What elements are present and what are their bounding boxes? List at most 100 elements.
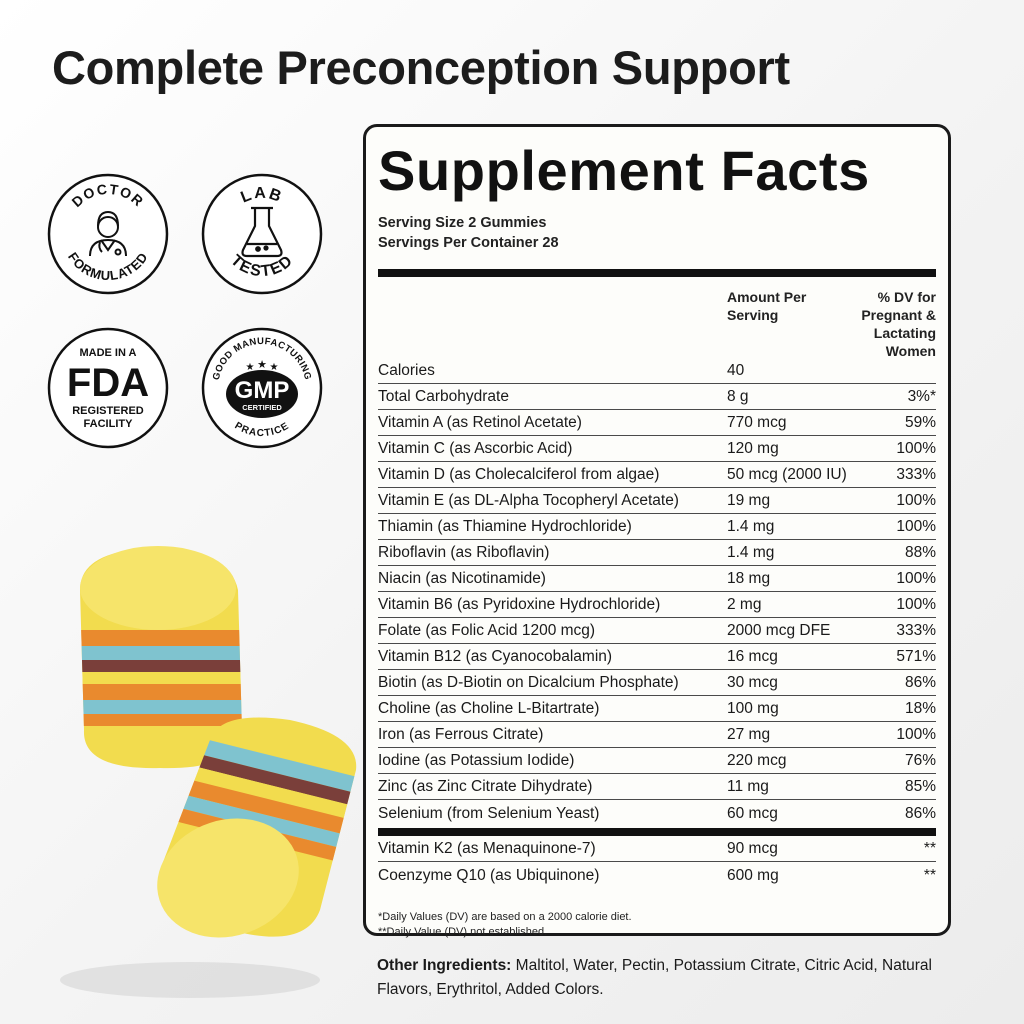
facts-row-name: Vitamin B6 (as Pyridoxine Hydrochloride) bbox=[378, 596, 661, 613]
facts-row: Niacin (as Nicotinamide) 18 mg 100% bbox=[378, 566, 936, 592]
facts-row: Vitamin B6 (as Pyridoxine Hydrochloride)… bbox=[378, 592, 936, 618]
facts-row-dv: 100% bbox=[896, 570, 936, 587]
facts-row-amount: 27 mg bbox=[727, 726, 771, 743]
facts-row-amount: 16 mcg bbox=[727, 648, 778, 665]
facts-row-amount: 19 mg bbox=[727, 492, 771, 509]
facts-row-name: Vitamin B12 (as Cyanocobalamin) bbox=[378, 648, 613, 665]
facts-row-name: Folate (as Folic Acid 1200 mcg) bbox=[378, 622, 596, 639]
col-dv-header: % DV for Pregnant & Lactating Women bbox=[861, 289, 936, 359]
facts-row: Vitamin E (as DL-Alpha Tocopheryl Acetat… bbox=[378, 488, 936, 514]
facts-row-dv: ** bbox=[923, 840, 936, 857]
facts-row-dv: 100% bbox=[896, 726, 936, 743]
facts-row-dv: 85% bbox=[904, 778, 936, 795]
other-ingredients-text: Maltitol, Water, Pectin, Potassium Citra… bbox=[377, 957, 933, 998]
facts-row-dv: 100% bbox=[896, 518, 936, 535]
facts-row: Vitamin C (as Ascorbic Acid) 120 mg 100% bbox=[378, 436, 936, 462]
facts-row-dv: 100% bbox=[896, 596, 936, 613]
facts-row-amount: 60 mcg bbox=[727, 805, 778, 822]
svg-text:LAB: LAB bbox=[238, 185, 285, 207]
gmp-certified-badge: GOOD MANUFACTURING PRACTICE ★ ★ ★ GMP CE… bbox=[200, 326, 324, 450]
facts-row: Vitamin B12 (as Cyanocobalamin) 16 mcg 571… bbox=[378, 644, 936, 670]
facts-row-amount: 220 mcg bbox=[727, 752, 787, 769]
facts-row-name: Riboflavin (as Riboflavin) bbox=[378, 544, 550, 561]
facts-row-name: Iodine (as Potassium Iodide) bbox=[378, 752, 575, 769]
facts-row: Coenzyme Q10 (as Ubiquinone) 600 mg ** bbox=[378, 862, 936, 888]
facts-row: Folate (as Folic Acid 1200 mcg) 2000 mcg … bbox=[378, 618, 936, 644]
facts-row-name: Vitamin A (as Retinol Acetate) bbox=[378, 414, 582, 431]
facts-row-dv: ** bbox=[923, 867, 936, 884]
facts-row-amount: 100 mg bbox=[727, 700, 779, 717]
lab-tested-badge: LAB TESTED bbox=[200, 172, 324, 296]
svg-text:★: ★ bbox=[270, 362, 279, 373]
facts-row-name: Choline (as Choline L-Bitartrate) bbox=[378, 700, 600, 717]
other-ingredients-label: Other Ingredients: bbox=[377, 957, 512, 974]
facts-row-dv: 100% bbox=[896, 440, 936, 457]
facts-row-amount: 18 mg bbox=[727, 570, 771, 587]
facts-row-amount: 2000 mcg DFE bbox=[727, 622, 831, 639]
facts-row-dv: 88% bbox=[904, 544, 936, 561]
footnote-2: **Daily Value (DV) not established. bbox=[378, 926, 548, 938]
facts-row-dv: 333% bbox=[896, 466, 936, 483]
facts-row-dv: 333% bbox=[896, 622, 936, 639]
facts-row-name: Selenium (from Selenium Yeast) bbox=[378, 805, 600, 822]
other-ingredients: Other Ingredients: Maltitol, Water, Pect… bbox=[377, 954, 977, 1002]
facts-row: Iodine (as Potassium Iodide) 220 mcg 76% bbox=[378, 748, 936, 774]
facts-row-name: Biotin (as D-Biotin on Dicalcium Phospha… bbox=[378, 674, 679, 691]
gmp-badge-sub: CERTIFIED bbox=[242, 403, 282, 412]
facts-row-name: Vitamin K2 (as Menaquinone-7) bbox=[378, 840, 596, 857]
facts-row-amount: 11 mg bbox=[727, 778, 769, 795]
facts-row-amount: 2 mg bbox=[727, 596, 762, 613]
facts-row-name: Calories bbox=[378, 362, 435, 379]
facts-row: Vitamin A (as Retinol Acetate) 770 mcg 59% bbox=[378, 410, 936, 436]
facts-row: Iron (as Ferrous Citrate) 27 mg 100% bbox=[378, 722, 936, 748]
page-headline: Complete Preconception Support bbox=[52, 41, 790, 94]
facts-row-name: Coenzyme Q10 (as Ubiquinone) bbox=[378, 867, 600, 884]
facts-row-amount: 50 mcg (2000 IU) bbox=[727, 466, 847, 483]
column-headers: Amount Per Serving % DV for Pregnant & L… bbox=[378, 277, 936, 359]
facts-row: Vitamin D (as Cholecalciferol from algae… bbox=[378, 462, 936, 488]
lab-badge-top-text: LAB bbox=[238, 185, 283, 207]
facts-row: Riboflavin (as Riboflavin) 1.4 mg 88% bbox=[378, 540, 936, 566]
facts-row-name: Vitamin C (as Ascorbic Acid) bbox=[378, 440, 573, 457]
gmp-badge-big: GMP bbox=[235, 377, 290, 404]
col-amount-header: Amount Per Serving bbox=[727, 289, 807, 323]
fda-badge-line3: FACILITY bbox=[84, 418, 134, 430]
facts-row-amount: 1.4 mg bbox=[727, 518, 775, 535]
flask-icon bbox=[241, 206, 283, 258]
facts-row-amount: 770 mcg bbox=[727, 414, 787, 431]
facts-row-amount: 90 mcg bbox=[727, 840, 778, 857]
facts-row-name: Total Carbohydrate bbox=[378, 388, 509, 405]
doctor-formulated-badge: DOCTOR FORMULATED bbox=[46, 172, 170, 296]
facts-row-dv: 86% bbox=[904, 805, 936, 822]
thick-divider-2 bbox=[378, 828, 936, 836]
facts-row-amount: 120 mg bbox=[727, 440, 779, 457]
facts-title: Supplement Facts bbox=[378, 139, 870, 202]
facts-row-dv: 3%* bbox=[907, 388, 936, 405]
facts-row-dv: 571% bbox=[896, 648, 936, 665]
facts-row-name: Vitamin E (as DL-Alpha Tocopheryl Acetat… bbox=[378, 492, 679, 509]
facts-row-amount: 8 g bbox=[727, 388, 749, 405]
facts-row-amount: 1.4 mg bbox=[727, 544, 775, 561]
fda-badge-line1: MADE IN A bbox=[79, 347, 136, 359]
facts-row: Choline (as Choline L-Bitartrate) 100 mg 1… bbox=[378, 696, 936, 722]
facts-row-name: Vitamin D (as Cholecalciferol from algae… bbox=[378, 466, 660, 483]
doctor-icon bbox=[89, 210, 127, 257]
fda-badge-big: FDA bbox=[67, 361, 149, 405]
facts-row: Calories 40 bbox=[378, 358, 936, 384]
facts-rows: Calories 40 Total Carbohydrate 8 g 3%* Vitami… bbox=[378, 358, 936, 826]
fda-registered-badge: MADE IN A FDA REGISTERED FACILITY bbox=[46, 326, 170, 450]
serving-size: Serving Size 2 Gummies bbox=[378, 215, 547, 231]
facts-row-name: Zinc (as Zinc Citrate Dihydrate) bbox=[378, 778, 593, 795]
fda-badge-line2: REGISTERED bbox=[72, 405, 144, 417]
facts-row: Biotin (as D-Biotin on Dicalcium Phospha… bbox=[378, 670, 936, 696]
facts-row-dv: 86% bbox=[904, 674, 936, 691]
footnote-1: *Daily Values (DV) are based on a 2000 c… bbox=[378, 911, 632, 923]
facts-row-dv: 76% bbox=[904, 752, 936, 769]
facts-row: Vitamin K2 (as Menaquinone-7) 90 mcg ** bbox=[378, 836, 936, 862]
facts-row-amount: 40 bbox=[727, 362, 745, 379]
svg-text:★: ★ bbox=[246, 362, 255, 373]
gummy-product-image bbox=[60, 546, 357, 998]
servings-per-container: Servings Per Container 28 bbox=[378, 235, 559, 251]
facts-extra-rows: Vitamin K2 (as Menaquinone-7) 90 mcg ** Coe… bbox=[378, 836, 936, 888]
facts-row-amount: 30 mcg bbox=[727, 674, 778, 691]
